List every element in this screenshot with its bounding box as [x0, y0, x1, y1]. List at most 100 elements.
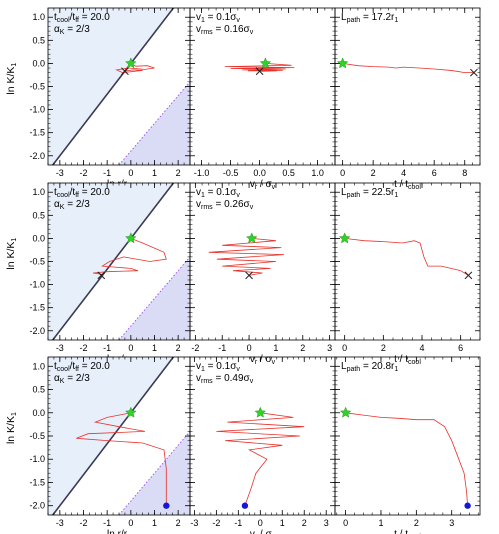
x-tick-label: -2: [79, 518, 87, 528]
y-tick-label: -0.5: [29, 257, 45, 267]
green-star-start-marker: [124, 406, 137, 418]
black-cross-end-marker: [97, 271, 106, 280]
green-star-start-marker: [259, 57, 272, 69]
y-axis-label-text: ln K/K1: [5, 63, 18, 95]
x-tick-label: -1: [103, 343, 111, 353]
x-tick-label: 2: [300, 343, 305, 353]
trajectory-line: [115, 63, 155, 74]
x-axis-label: vr / σv: [250, 529, 276, 534]
panel-ln-r-row-3: -3 -2 -1 0 1 2 1.0 0.5 0.0 -0.5 -1.0 -1.5 -2.0 tcool/…: [29, 356, 191, 534]
y-tick-label: -1.5: [29, 477, 45, 487]
panel-annotation: v1 = 0.1σv: [196, 361, 240, 373]
panel-annotation: Lpath = 20.8r1: [341, 361, 398, 373]
x-tick-label: 6: [458, 343, 463, 353]
x-tick-label: 0: [343, 518, 348, 528]
green-star-start-marker: [339, 406, 352, 418]
panel-ln-r-row-2: -3 -2 -1 0 1 2 1.0 0.5 0.0 -0.5 -1.0 -1.5 -2.0 tcool/…: [29, 182, 191, 366]
x-tick-label: -2: [79, 168, 87, 178]
x-tick-label: 0.5: [282, 168, 295, 178]
x-axis-label: vr / σv: [250, 354, 276, 366]
plot-area: [345, 412, 468, 506]
plot-area: [48, 8, 190, 165]
x-tick-label: -0.5: [223, 168, 239, 178]
x-tick-label: 1: [378, 518, 383, 528]
trajectory-line: [208, 238, 285, 276]
x-tick-label: -3: [190, 518, 198, 528]
panel-annotation: Lpath = 17.2r1: [341, 12, 398, 24]
boundary-line: [51, 8, 175, 165]
x-tick-label: 2: [176, 518, 181, 528]
panel-annotation: tcool/tff = 20.0: [54, 361, 110, 373]
green-star-start-marker: [254, 406, 267, 418]
black-cross-end-marker: [121, 67, 129, 76]
x-tick-label: 2: [414, 518, 419, 528]
x-tick-label: 1: [152, 343, 157, 353]
x-tick-label: -2: [212, 518, 220, 528]
panel-time-row-1: 0 2 4 6 8 Lpath = 17.2r1 t / tcool: [334, 7, 481, 191]
x-tick-label: 1.0: [311, 168, 324, 178]
x-tick-label: -1: [103, 518, 111, 528]
x-tick-label: 0: [247, 343, 252, 353]
x-tick-label: 0.0: [253, 168, 266, 178]
x-tick-label: 2: [176, 343, 181, 353]
blue-dot-end-marker: [464, 502, 471, 509]
trajectory-line: [224, 63, 295, 72]
x-tick-label: -3: [56, 343, 64, 353]
y-axis-label-text: ln K/K1: [5, 238, 18, 270]
boundary-line: [51, 183, 175, 340]
x-tick-label: -1: [234, 518, 242, 528]
x-axis-label: t / tcool: [394, 354, 421, 366]
dotted-reference-line: [118, 81, 190, 165]
green-star-start-marker: [336, 57, 349, 69]
y-tick-label: -0.5: [29, 431, 45, 441]
blue-dot-end-marker: [241, 502, 249, 509]
x-tick-label: -1: [103, 168, 111, 178]
y-tick-label: 0.0: [32, 58, 45, 68]
panel-annotation: tcool/tff = 20.0: [54, 187, 110, 199]
x-tick-label: -2: [79, 343, 87, 353]
black-cross-end-marker: [470, 68, 478, 77]
x-tick-label: -2: [191, 343, 199, 353]
black-cross-end-marker: [255, 67, 264, 76]
panel-annotation: v1 = 0.1σv: [196, 12, 240, 24]
x-axis-label: t / tcool: [394, 529, 421, 534]
panel-frame: [334, 7, 481, 166]
panel-annotation: αK = 2/3: [54, 373, 90, 385]
plot-area: [344, 238, 469, 276]
x-tick-label: 0: [340, 168, 345, 178]
y-tick-label: -1.5: [29, 128, 45, 138]
y-tick-label: -2.0: [29, 151, 45, 161]
plot-area: [216, 412, 305, 506]
y-tick-label: 0.0: [32, 233, 45, 243]
x-tick-label: 3: [327, 343, 332, 353]
plot-area: [224, 63, 295, 72]
y-axis-label: ln K/K1: [5, 412, 18, 444]
panel-annotation: αK = 2/3: [54, 24, 90, 36]
black-cross-end-marker: [245, 271, 253, 280]
panel-frame: [334, 182, 481, 341]
green-star-start-marker: [245, 232, 258, 244]
trajectory-line: [344, 238, 469, 276]
x-tick-label: 2: [381, 343, 386, 353]
y-tick-label: -0.5: [29, 82, 45, 92]
x-tick-label: 1: [280, 518, 285, 528]
allowed-region: [48, 357, 174, 515]
x-tick-label: 0: [128, 168, 133, 178]
y-axis-label: ln K/K1: [5, 63, 18, 95]
plot-area: [342, 63, 474, 73]
panel-annotation: v1 = 0.1σv: [196, 187, 240, 199]
panel-annotation: Lpath = 22.5r1: [341, 187, 398, 199]
x-tick-label: 0: [128, 518, 133, 528]
x-tick-label: 2: [371, 168, 376, 178]
y-axis-label-text: ln K/K1: [5, 412, 18, 444]
trajectory-line: [92, 238, 167, 276]
green-star-start-marker: [124, 57, 137, 69]
green-star-start-marker: [124, 232, 137, 244]
x-tick-label: 6: [432, 168, 437, 178]
trajectory-line: [216, 412, 305, 506]
x-tick-label: 4: [419, 343, 424, 353]
